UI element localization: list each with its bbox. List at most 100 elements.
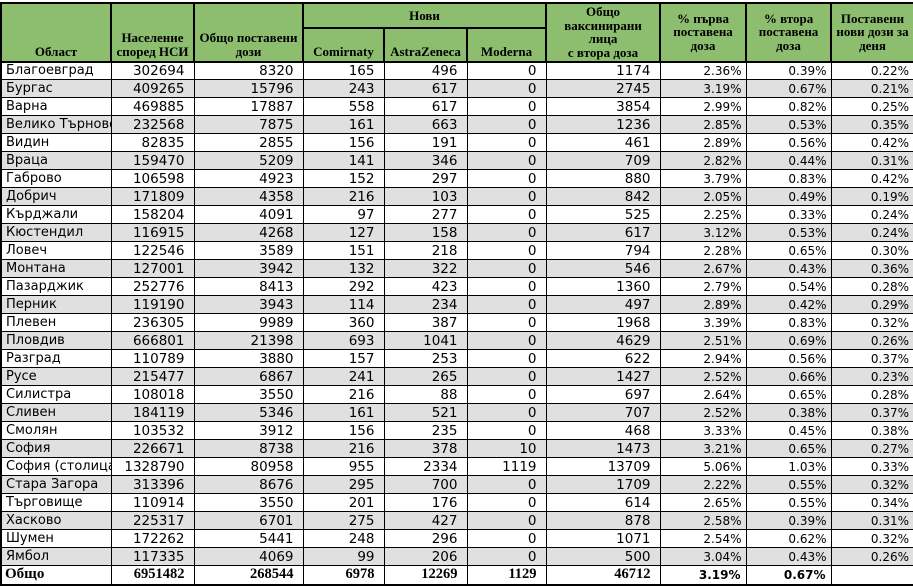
region-cell: София (столица) bbox=[0, 457, 112, 477]
region-cell: Сливен bbox=[0, 403, 112, 423]
moderna-cell: 0 bbox=[466, 493, 547, 513]
second-dose-total-cell: 13709 bbox=[545, 457, 661, 477]
total-second-dose-cell: 46712 bbox=[545, 565, 661, 586]
pct-first-cell: 3.39% bbox=[659, 313, 747, 333]
moderna-cell: 0 bbox=[466, 205, 547, 225]
astrazeneca-cell: 1041 bbox=[383, 331, 468, 351]
population-cell: 82835 bbox=[110, 133, 195, 153]
moderna-cell: 0 bbox=[466, 331, 547, 351]
moderna-cell: 0 bbox=[466, 133, 547, 153]
astrazeneca-cell: 234 bbox=[383, 295, 468, 315]
total-doses-cell: 3880 bbox=[193, 349, 304, 369]
pct-first-cell: 3.21% bbox=[659, 439, 747, 459]
astrazeneca-cell: 617 bbox=[383, 97, 468, 117]
table-row: Смолян 103532 3912 156 235 0 468 3.33% 0.45% 0.38… bbox=[0, 421, 913, 441]
new-daily-cell: 0.35% bbox=[830, 115, 913, 135]
astrazeneca-cell: 296 bbox=[383, 529, 468, 549]
second-dose-total-cell: 500 bbox=[545, 547, 661, 567]
total-doses-cell: 9989 bbox=[193, 313, 304, 333]
total-row: Общо 6951482 268544 6978 12269 1129 4671… bbox=[0, 565, 913, 586]
pct-first-cell: 2.25% bbox=[659, 205, 747, 225]
comirnaty-cell: 114 bbox=[302, 295, 385, 315]
comirnaty-cell: 216 bbox=[302, 385, 385, 405]
moderna-cell: 0 bbox=[466, 223, 547, 243]
new-daily-cell: 0.23% bbox=[830, 367, 913, 387]
total-doses-cell: 80958 bbox=[193, 457, 304, 477]
table-row: Пазарджик 252776 8413 292 423 0 1360 2.79% 0.54%… bbox=[0, 277, 913, 297]
comirnaty-cell: 165 bbox=[302, 61, 385, 81]
region-cell: Ямбол bbox=[0, 547, 112, 567]
comirnaty-cell: 955 bbox=[302, 457, 385, 477]
table-row: Кюстендил 116915 4268 127 158 0 617 3.12% 0.53% 0… bbox=[0, 223, 913, 243]
total-doses-cell: 4268 bbox=[193, 223, 304, 243]
total-moderna-cell: 1129 bbox=[466, 565, 547, 586]
table-row: София 226671 8738 216 378 10 1473 3.21% 0.65% 0.2… bbox=[0, 439, 913, 459]
new-daily-cell: 0.31% bbox=[830, 511, 913, 531]
region-cell: Ловеч bbox=[0, 241, 112, 261]
moderna-cell: 1119 bbox=[466, 457, 547, 477]
new-daily-cell: 0.42% bbox=[830, 133, 913, 153]
comirnaty-cell: 243 bbox=[302, 79, 385, 99]
new-daily-cell: 0.26% bbox=[830, 331, 913, 351]
pct-first-cell: 2.94% bbox=[659, 349, 747, 369]
pct-first-cell: 3.79% bbox=[659, 169, 747, 189]
total-doses-cell: 268544 bbox=[193, 565, 304, 586]
new-daily-cell: 0.32% bbox=[830, 313, 913, 333]
pct-first-cell: 2.89% bbox=[659, 133, 747, 153]
total-doses-cell: 3550 bbox=[193, 493, 304, 513]
header-pct-first-dose: % първа поставена доза bbox=[659, 2, 748, 63]
second-dose-total-cell: 546 bbox=[545, 259, 661, 279]
second-dose-total-cell: 1236 bbox=[545, 115, 661, 135]
pct-first-cell: 2.22% bbox=[659, 475, 747, 495]
region-cell: Велико Търново bbox=[0, 115, 112, 135]
comirnaty-cell: 558 bbox=[302, 97, 385, 117]
header-row-top: Област Население според НСИ Общо поставе… bbox=[0, 2, 913, 63]
astrazeneca-cell: 206 bbox=[383, 547, 468, 567]
moderna-cell: 0 bbox=[466, 97, 547, 117]
pct-first-cell: 3.33% bbox=[659, 421, 747, 441]
region-cell: Разград bbox=[0, 349, 112, 369]
population-cell: 469885 bbox=[110, 97, 195, 117]
region-cell: Пазарджик bbox=[0, 277, 112, 297]
total-doses-cell: 5209 bbox=[193, 151, 304, 171]
total-doses-cell: 8676 bbox=[193, 475, 304, 495]
comirnaty-cell: 248 bbox=[302, 529, 385, 549]
pct-second-cell: 0.69% bbox=[745, 331, 832, 351]
table-row: Разград 110789 3880 157 253 0 622 2.94% 0.56% 0.3… bbox=[0, 349, 913, 369]
astrazeneca-cell: 277 bbox=[383, 205, 468, 225]
pct-second-cell: 0.39% bbox=[745, 61, 832, 81]
pct-second-cell: 0.83% bbox=[745, 313, 832, 333]
population-cell: 225317 bbox=[110, 511, 195, 531]
astrazeneca-cell: 265 bbox=[383, 367, 468, 387]
total-doses-cell: 8413 bbox=[193, 277, 304, 297]
new-daily-cell: 0.21% bbox=[830, 79, 913, 99]
second-dose-total-cell: 1709 bbox=[545, 475, 661, 495]
comirnaty-cell: 216 bbox=[302, 187, 385, 207]
second-dose-total-cell: 707 bbox=[545, 403, 661, 423]
header-moderna: Moderna bbox=[465, 26, 548, 63]
new-daily-cell: 0.32% bbox=[830, 475, 913, 495]
population-cell: 172262 bbox=[110, 529, 195, 549]
astrazeneca-cell: 235 bbox=[383, 421, 468, 441]
region-cell: Враца bbox=[0, 151, 112, 171]
second-dose-total-cell: 622 bbox=[545, 349, 661, 369]
second-dose-total-cell: 468 bbox=[545, 421, 661, 441]
pct-first-cell: 2.65% bbox=[659, 493, 747, 513]
pct-second-cell: 0.66% bbox=[745, 367, 832, 387]
table-row: Перник 119190 3943 114 234 0 497 2.89% 0.42% 0.29… bbox=[0, 295, 913, 315]
moderna-cell: 0 bbox=[466, 115, 547, 135]
total-doses-cell: 3589 bbox=[193, 241, 304, 261]
total-population-cell: 6951482 bbox=[110, 565, 195, 586]
table-row: Хасково 225317 6701 275 427 0 878 2.58% 0.39% 0.3… bbox=[0, 511, 913, 531]
region-cell: Пловдив bbox=[0, 331, 112, 351]
table-row: Стара Загора 313396 8676 295 700 0 1709 2.22% 0.… bbox=[0, 475, 913, 495]
total-label: Общо bbox=[0, 565, 112, 586]
comirnaty-cell: 161 bbox=[302, 403, 385, 423]
population-cell: 106598 bbox=[110, 169, 195, 189]
pct-second-cell: 1.03% bbox=[745, 457, 832, 477]
region-cell: Русе bbox=[0, 367, 112, 387]
total-doses-cell: 5441 bbox=[193, 529, 304, 549]
second-dose-total-cell: 3854 bbox=[545, 97, 661, 117]
region-cell: Благоевград bbox=[0, 61, 112, 81]
pct-first-cell: 3.04% bbox=[659, 547, 747, 567]
